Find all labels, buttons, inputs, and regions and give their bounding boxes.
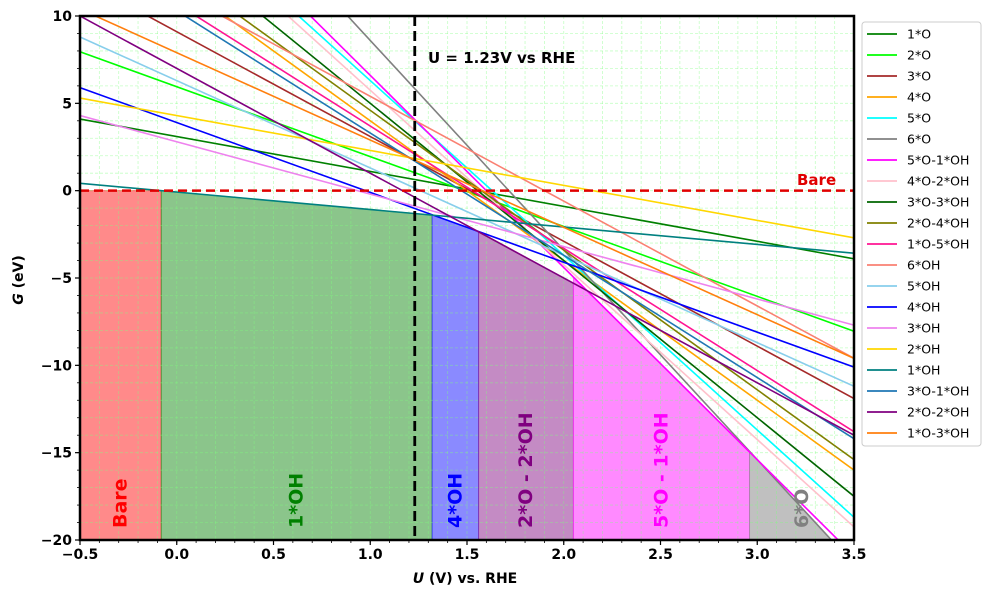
x-tick-label: 3.0 xyxy=(745,547,770,563)
y-tick-label: 5 xyxy=(62,96,72,112)
region-label: 6*O xyxy=(791,489,813,528)
series-line-6oh xyxy=(220,16,854,360)
x-tick-label: 2.0 xyxy=(551,547,576,563)
legend-label: 6*OH xyxy=(907,258,940,273)
legend-label: 4*O xyxy=(907,90,931,105)
legend-label: 1*O-3*OH xyxy=(907,426,969,441)
legend-item: 2*O-2*OH xyxy=(867,405,969,420)
overlays xyxy=(80,16,854,540)
legend-item: 1*O-3*OH xyxy=(867,426,969,441)
series-line-3o-3oh xyxy=(261,16,854,497)
series-line-4o-2oh xyxy=(286,16,854,528)
series-line-3oh xyxy=(80,114,854,326)
legend-label: 3*O-3*OH xyxy=(907,195,969,210)
y-tick-label: 0 xyxy=(62,184,72,200)
series-line-2o-4oh xyxy=(238,16,854,461)
legend-item: 5*O xyxy=(867,111,931,126)
legend-item: 6*O xyxy=(867,132,931,147)
legend-label: 4*O-2*OH xyxy=(907,174,969,189)
legend-item: 3*O-3*OH xyxy=(867,195,969,210)
region-5 xyxy=(749,449,854,540)
x-tick-label: 1.0 xyxy=(358,547,383,563)
series-line-1o-5oh xyxy=(194,16,854,433)
x-tick-label: 1.5 xyxy=(455,547,480,563)
legend-label: 2*OH xyxy=(907,342,940,357)
series-line-5oh xyxy=(80,36,854,388)
legend-item: 2*OH xyxy=(867,342,940,357)
legend-label: 2*O xyxy=(907,48,931,63)
region-label: Bare xyxy=(110,478,132,528)
legend-label: 4*OH xyxy=(907,300,940,315)
series-line-6o xyxy=(346,16,833,540)
series-line-2o-2oh xyxy=(80,16,854,436)
legend-item: 5*OH xyxy=(867,279,940,294)
legend-label: 2*O-4*OH xyxy=(907,216,969,231)
legend-label: 5*O xyxy=(907,111,931,126)
legend-item: 4*O xyxy=(867,90,931,105)
legend-label: 6*O xyxy=(907,132,931,147)
series-lines xyxy=(80,16,854,540)
legend-label: 1*O-5*OH xyxy=(907,237,969,252)
x-tick-label: −0.5 xyxy=(62,547,99,563)
region-label: 1*OH xyxy=(286,473,308,528)
x-tick-label: 0.5 xyxy=(261,547,286,563)
x-tick-label: 0.0 xyxy=(164,547,189,563)
legend-label: 5*OH xyxy=(907,279,940,294)
legend-item: 2*O-4*OH xyxy=(867,216,969,231)
legend-item: 1*OH xyxy=(867,363,940,378)
series-line-2oh xyxy=(80,97,854,239)
legend-item: 1*O xyxy=(867,27,931,42)
annotation-u123: U = 1.23V vs RHE xyxy=(428,49,575,67)
legend-frame xyxy=(861,21,982,447)
legend-item: 4*O-2*OH xyxy=(867,174,969,189)
x-axis-label: U (V) vs. RHE xyxy=(413,571,517,587)
legend-label: 1*O xyxy=(907,27,931,42)
region-labels: Bare 1*OH 4*OH 2*O - 2*OH 5*O - 1*OH 6*O xyxy=(110,412,813,528)
legend-label: 3*O xyxy=(907,69,931,84)
y-tick-label: −5 xyxy=(51,271,72,287)
legend-item: 4*OH xyxy=(867,300,940,315)
x-tick-label: 3.5 xyxy=(842,547,867,563)
y-tick-label: −15 xyxy=(41,446,72,462)
legend-item: 6*OH xyxy=(867,258,940,273)
y-tick-label: −10 xyxy=(41,358,72,374)
legend-label: 3*OH xyxy=(907,321,940,336)
series-line-1o-3oh xyxy=(93,16,854,360)
x-tick-label: 2.5 xyxy=(648,547,673,563)
legend-label: 1*OH xyxy=(907,363,940,378)
legend-item: 3*O xyxy=(867,69,931,84)
legend-label: 5*O-1*OH xyxy=(907,153,969,168)
region-label: 4*OH xyxy=(444,473,466,528)
series-line-4oh xyxy=(80,86,854,368)
legend-item: 1*O-5*OH xyxy=(867,237,969,252)
y-tick-label: 10 xyxy=(53,9,73,25)
legend-label: 3*O-1*OH xyxy=(907,384,969,399)
y-axis-label: G (eV) xyxy=(11,255,27,305)
legend-label: 2*O-2*OH xyxy=(907,405,969,420)
region-label: 5*O - 1*OH xyxy=(650,412,672,528)
legend: 1*O 2*O 3*O 4*O 5*O 6*O 5*O-1*OH 4*O-2*OH 3*O-3*… xyxy=(861,21,982,447)
y-tick-label: −20 xyxy=(41,533,72,549)
legend-item: 3*OH xyxy=(867,321,940,336)
regions xyxy=(80,190,854,540)
bare-line-label: Bare xyxy=(797,171,836,189)
legend-item: 2*O xyxy=(867,48,931,63)
legend-item: 3*O-1*OH xyxy=(867,384,969,399)
grid xyxy=(80,16,854,540)
legend-item: 5*O-1*OH xyxy=(867,153,969,168)
ticks: −0.5 0.0 0.5 1.0 1.5 2.0 2.5 3.0 3.5 10 5 0 −5 −10 −15… xyxy=(41,9,867,563)
series-line-3o-1oh xyxy=(183,16,854,440)
region-label: 2*O - 2*OH xyxy=(515,412,537,528)
series-line-5o-1oh xyxy=(309,16,840,540)
series-line-1oh xyxy=(80,182,854,254)
